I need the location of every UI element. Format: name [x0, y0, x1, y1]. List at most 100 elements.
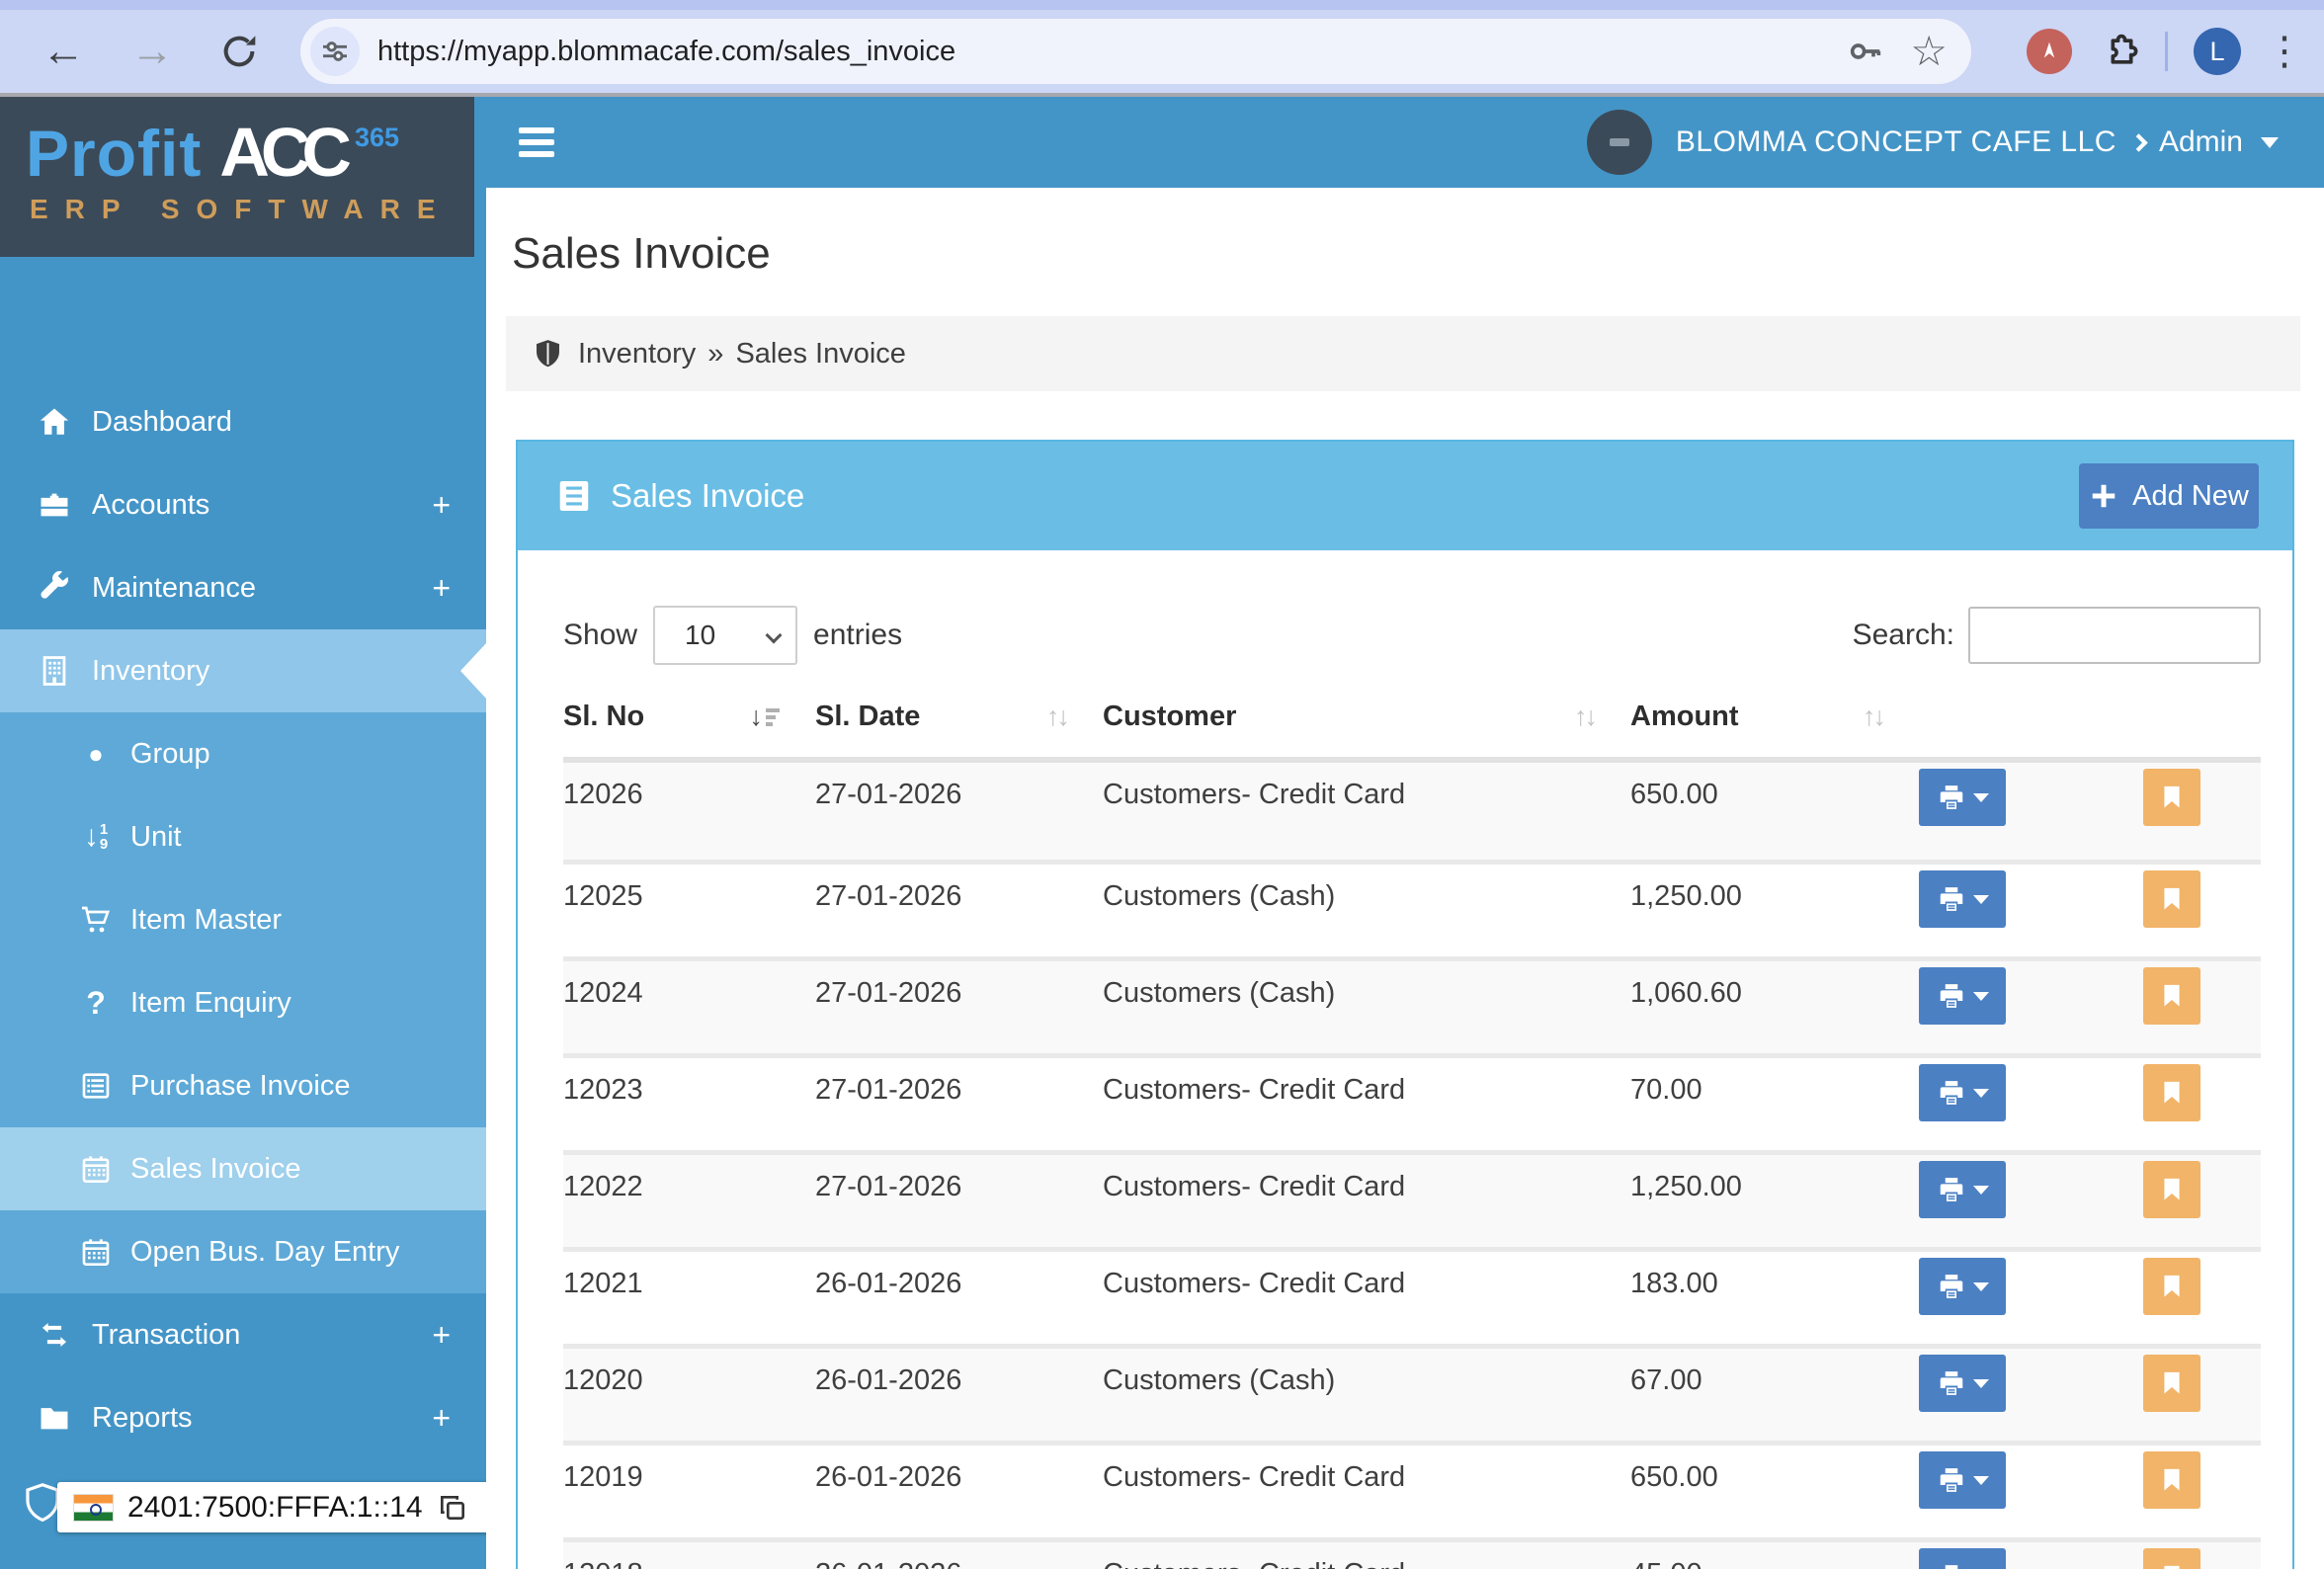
cell-sl-no: 12026 — [563, 763, 815, 826]
breadcrumb: Inventory » Sales Invoice — [506, 316, 2300, 391]
forward-icon[interactable]: → — [130, 30, 174, 73]
cell-actions — [1919, 1064, 2261, 1121]
cell-amount: 650.00 — [1630, 763, 1919, 826]
printer-icon — [1937, 1175, 1966, 1204]
expand-plus-icon[interactable]: + — [432, 487, 451, 524]
caret-down-icon — [1973, 895, 1989, 904]
cell-sl-no: 12021 — [563, 1252, 815, 1315]
exchange-icon — [33, 1318, 76, 1352]
print-dropdown-button[interactable] — [1919, 1451, 2006, 1509]
column-header-customer[interactable]: Customer ↑↓ — [1103, 701, 1630, 733]
chevron-right-icon — [2129, 133, 2147, 151]
expand-plus-icon[interactable]: + — [432, 1317, 451, 1354]
extensions-puzzle-icon[interactable] — [2100, 32, 2139, 71]
column-header-sl-date[interactable]: Sl. Date ↑↓ — [815, 701, 1103, 733]
sidebar-item-open-bus-day-entry[interactable]: Open Bus. Day Entry — [0, 1210, 486, 1293]
print-dropdown-button[interactable] — [1919, 1161, 2006, 1218]
address-bar[interactable]: https://myapp.blommacafe.com/sales_invoi… — [300, 19, 1971, 84]
sort-numeric-icon: ↓19 — [75, 822, 117, 852]
cell-sl-date: 27-01-2026 — [815, 763, 1103, 826]
cell-amount: 67.00 — [1630, 1349, 1919, 1412]
table-row: 12018 26-01-2026 Customers- Credit Card … — [563, 1537, 2261, 1569]
breadcrumb-separator: » — [707, 338, 723, 371]
reload-icon[interactable] — [219, 32, 259, 71]
sort-both-icon: ↑↓ — [1046, 702, 1067, 732]
hamburger-menu-icon[interactable] — [519, 127, 554, 157]
browser-profile-avatar[interactable]: L — [2194, 28, 2241, 75]
breadcrumb-current: Sales Invoice — [735, 338, 906, 371]
sidebar-item-maintenance[interactable]: Maintenance + — [0, 546, 486, 629]
shield-icon — [534, 338, 562, 370]
add-new-button[interactable]: Add New — [2079, 463, 2259, 529]
expand-plus-icon[interactable]: + — [432, 570, 451, 607]
cell-actions — [1919, 1258, 2261, 1315]
user-role[interactable]: Admin — [2159, 125, 2243, 159]
bookmark-button[interactable] — [2143, 1258, 2200, 1315]
password-key-icon[interactable] — [1847, 32, 1886, 71]
sidebar-item-inventory[interactable]: Inventory — [0, 629, 486, 712]
bookmark-star-icon[interactable]: ☆ — [1910, 31, 1948, 72]
print-dropdown-button[interactable] — [1919, 967, 2006, 1025]
bookmark-button[interactable] — [2143, 1548, 2200, 1569]
sidebar-item-accounts[interactable]: Accounts + — [0, 463, 486, 546]
bookmark-button[interactable] — [2143, 1355, 2200, 1412]
print-dropdown-button[interactable] — [1919, 870, 2006, 928]
search-input[interactable] — [1968, 607, 2261, 664]
sort-both-icon: ↑↓ — [1863, 702, 1883, 732]
print-dropdown-button[interactable] — [1919, 1258, 2006, 1315]
copy-icon[interactable] — [437, 1492, 468, 1524]
ip-notification[interactable]: 2401:7500:FFFA:1::14 × — [57, 1482, 522, 1532]
print-dropdown-button[interactable] — [1919, 1355, 2006, 1412]
window-top-strip — [0, 0, 2324, 10]
cell-sl-date: 26-01-2026 — [815, 1252, 1103, 1315]
sidebar-item-reports[interactable]: Reports + — [0, 1376, 486, 1459]
column-header-sl-no[interactable]: Sl. No ↓ — [563, 701, 815, 733]
panel-title: Sales Invoice — [611, 477, 804, 515]
back-icon[interactable]: ← — [42, 30, 85, 73]
print-dropdown-button[interactable] — [1919, 1548, 2006, 1569]
expand-plus-icon[interactable]: + — [432, 1400, 451, 1437]
sidebar-item-purchase-invoice[interactable]: Purchase Invoice — [0, 1044, 486, 1127]
bookmark-button[interactable] — [2143, 769, 2200, 826]
caret-down-icon[interactable] — [2261, 137, 2279, 148]
sidebar-item-transaction[interactable]: Transaction + — [0, 1293, 486, 1376]
cell-actions — [1919, 967, 2261, 1025]
extension-badge-icon[interactable] — [2027, 29, 2072, 74]
bookmark-button[interactable] — [2143, 1451, 2200, 1509]
column-header-amount[interactable]: Amount ↑↓ — [1630, 701, 1919, 733]
page-size-select[interactable]: 10 — [653, 606, 797, 665]
sidebar-item-item-master[interactable]: Item Master — [0, 878, 486, 961]
url-text[interactable]: https://myapp.blommacafe.com/sales_invoi… — [377, 36, 1847, 68]
breadcrumb-root[interactable]: Inventory — [578, 338, 696, 371]
bookmark-button[interactable] — [2143, 967, 2200, 1025]
sort-both-icon: ↑↓ — [1574, 702, 1595, 732]
cell-sl-date: 27-01-2026 — [815, 961, 1103, 1025]
cell-customer: Customers- Credit Card — [1103, 1155, 1630, 1218]
cell-sl-date: 26-01-2026 — [815, 1542, 1103, 1569]
printer-icon — [1937, 1272, 1966, 1301]
bookmark-icon — [2158, 885, 2186, 913]
sidebar-item-dashboard[interactable]: Dashboard — [0, 380, 486, 463]
sidebar-item-group[interactable]: ● Group — [0, 712, 486, 795]
caret-down-icon — [1973, 1282, 1989, 1291]
caret-down-icon — [1973, 1186, 1989, 1195]
print-dropdown-button[interactable] — [1919, 769, 2006, 826]
table-row: 12023 27-01-2026 Customers- Credit Card … — [563, 1053, 2261, 1150]
caret-down-icon — [1973, 1089, 1989, 1098]
print-dropdown-button[interactable] — [1919, 1064, 2006, 1121]
browser-menu-icon[interactable]: ⋮ — [2265, 32, 2304, 71]
sidebar-item-sales-invoice[interactable]: Sales Invoice — [0, 1127, 486, 1210]
company-avatar[interactable] — [1587, 110, 1652, 175]
bookmark-button[interactable] — [2143, 1161, 2200, 1218]
bookmark-button[interactable] — [2143, 870, 2200, 928]
cell-customer: Customers- Credit Card — [1103, 1445, 1630, 1509]
site-settings-icon[interactable] — [310, 27, 360, 76]
cell-amount: 1,250.00 — [1630, 865, 1919, 928]
cell-customer: Customers (Cash) — [1103, 961, 1630, 1025]
sidebar-item-item-enquiry[interactable]: ? Item Enquiry — [0, 961, 486, 1044]
sidebar-item-unit[interactable]: ↓19 Unit — [0, 795, 486, 878]
bookmark-button[interactable] — [2143, 1064, 2200, 1121]
printer-icon — [1937, 1465, 1966, 1495]
printer-icon — [1937, 1078, 1966, 1108]
cell-customer: Customers- Credit Card — [1103, 1542, 1630, 1569]
